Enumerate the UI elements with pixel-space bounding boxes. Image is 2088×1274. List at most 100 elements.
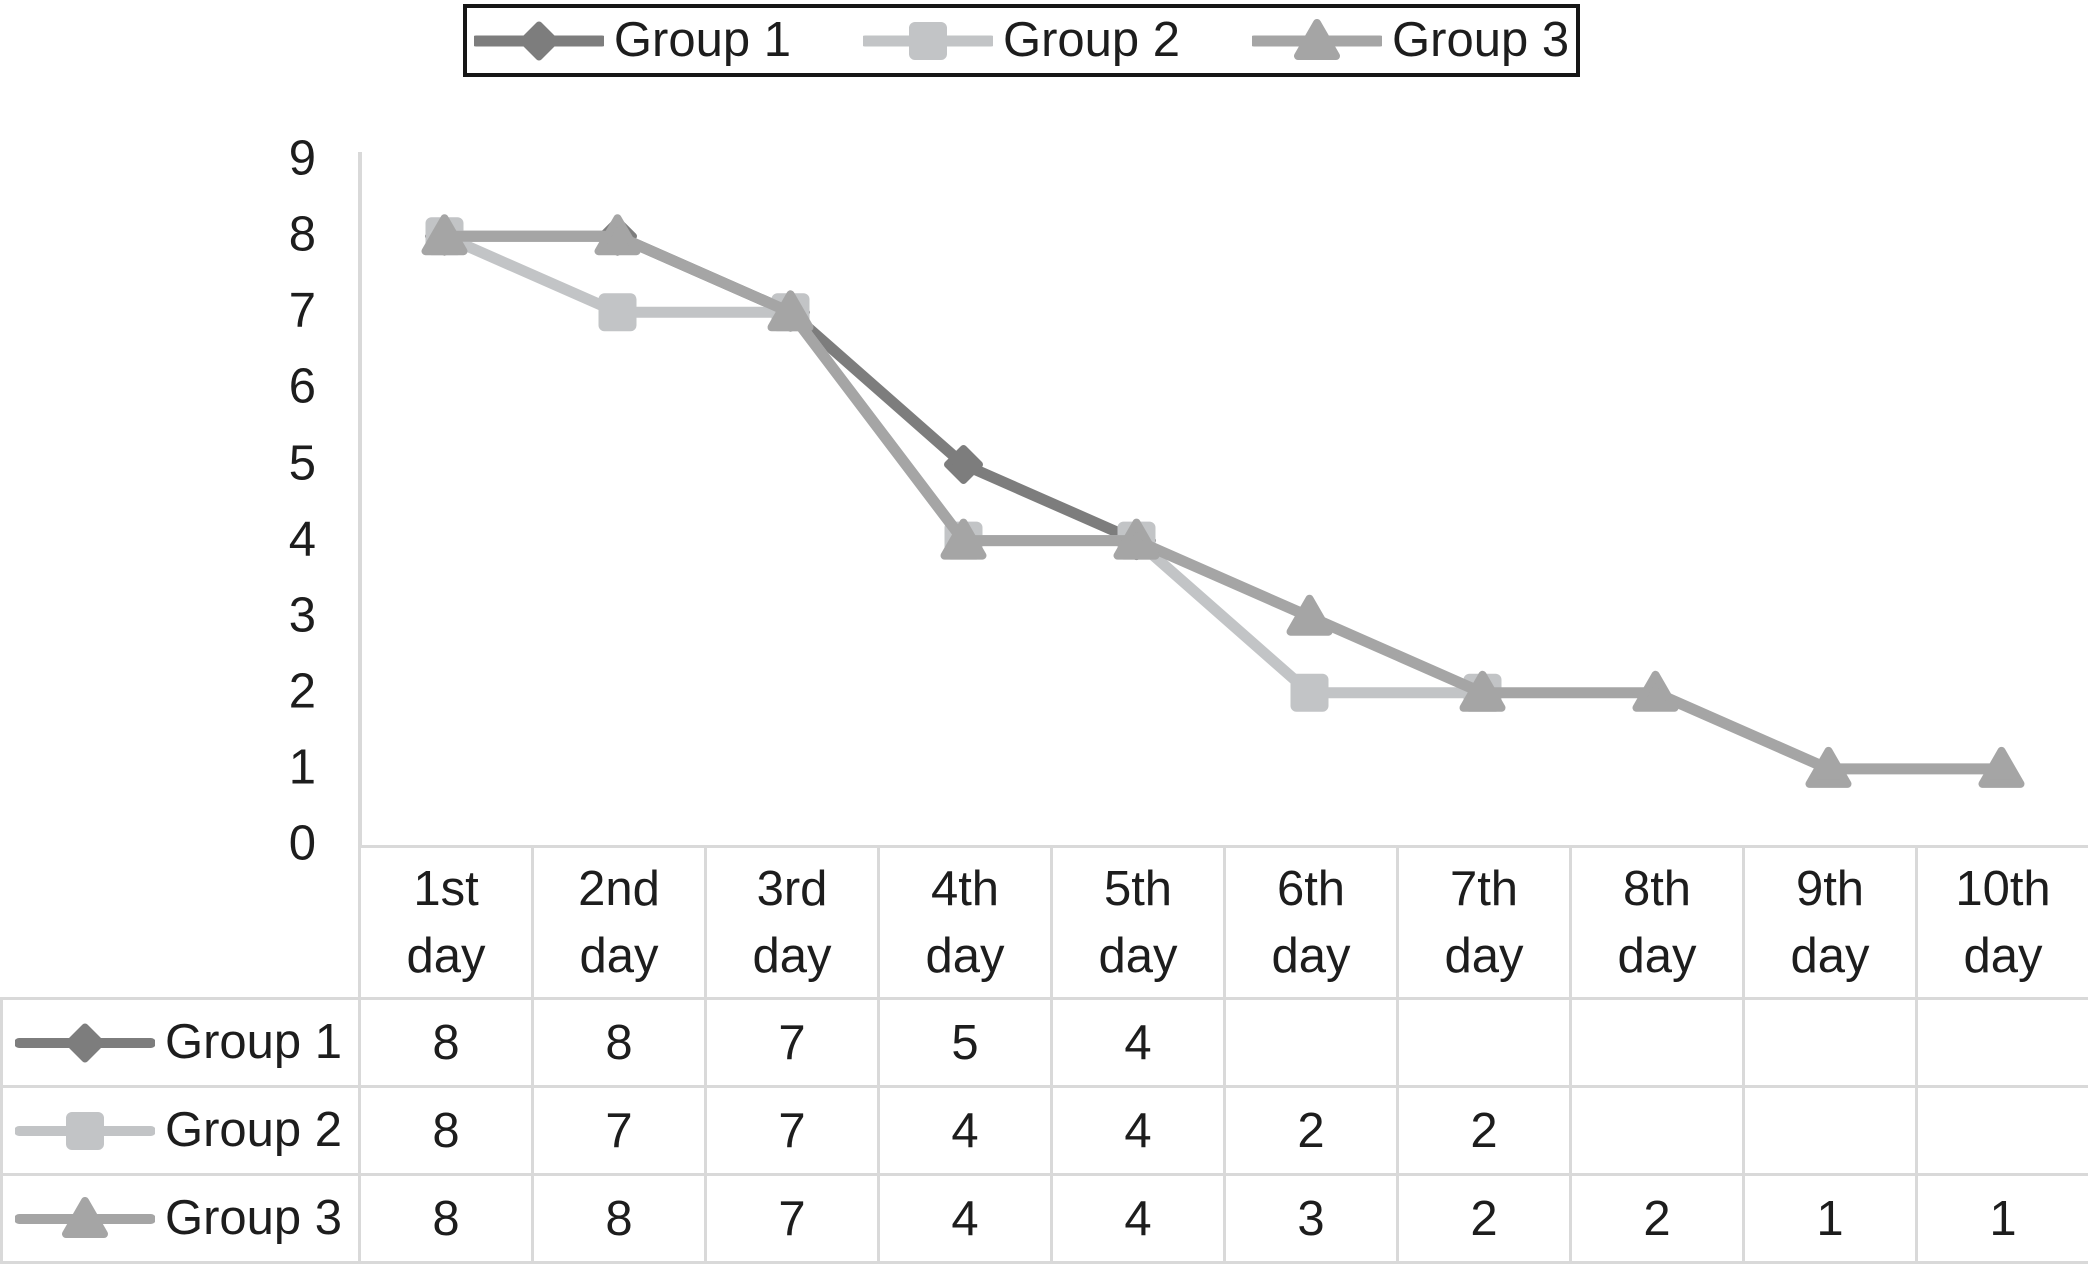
day-header-text: 9th xyxy=(1795,861,1865,916)
day-header-cell: 7th day xyxy=(1396,845,1572,1000)
day-header-text: 8th xyxy=(1622,861,1692,916)
series-label-cell: Group 3 xyxy=(0,1173,361,1264)
value-cell: 4 xyxy=(877,1173,1053,1264)
series-label-cell: Group 2 xyxy=(0,1085,361,1176)
table-corner-cell xyxy=(2,847,360,999)
day-header-cell: 4th day xyxy=(877,845,1053,1000)
y-tick-label-2: 2 xyxy=(288,664,316,719)
series-label-cell: Group 1 xyxy=(0,997,361,1088)
legend-label-group-2: Group 2 xyxy=(1002,13,1181,67)
legend-item-group-2: Group 2 xyxy=(862,13,1181,67)
group-3-triangle-marker xyxy=(767,290,814,332)
day-header-text: day xyxy=(1963,928,2043,983)
legend: Group 1 Group 2 Group 3 xyxy=(463,4,1580,77)
y-tick-label-4: 4 xyxy=(288,512,316,567)
value-cell: 4 xyxy=(1050,1085,1226,1176)
value-cell: 8 xyxy=(358,1085,534,1176)
group-3-triangle-marker xyxy=(594,214,641,256)
data-table: 1st day 2nd day 3rd day 4th day 5th day 6th day 7th d… xyxy=(0,845,2088,1264)
value-cell xyxy=(1742,997,1918,1088)
group-3-triangle-marker xyxy=(940,518,987,560)
value-cell xyxy=(1742,1085,1918,1176)
value-cell: 7 xyxy=(704,997,880,1088)
y-tick-label-0: 0 xyxy=(288,816,316,871)
group-3-triangle-marker xyxy=(1805,746,1852,788)
day-header-text: day xyxy=(406,928,486,983)
day-header-text: day xyxy=(925,928,1005,983)
y-tick-label-3: 3 xyxy=(288,588,316,643)
y-tick-label-8: 8 xyxy=(288,207,316,262)
legend-item-group-1: Group 1 xyxy=(473,13,791,67)
group-3-triangle-marker xyxy=(1632,670,1679,712)
legend-label-group-3: Group 3 xyxy=(1392,13,1570,67)
day-header-text: 10th xyxy=(1955,861,2051,916)
value-cell: 4 xyxy=(1050,997,1226,1088)
group-3-triangle-marker xyxy=(1459,670,1506,712)
value-cell: 8 xyxy=(358,1173,534,1264)
series-name: Group 2 xyxy=(165,1103,343,1157)
diamond-icon xyxy=(519,21,559,60)
value-cell: 5 xyxy=(877,997,1053,1088)
y-tick-label-9: 9 xyxy=(288,131,316,186)
group-3-triangle-marker xyxy=(421,214,468,256)
series-name: Group 3 xyxy=(165,1191,343,1245)
value-cell: 7 xyxy=(704,1173,880,1264)
day-header-text: 5th xyxy=(1103,861,1173,916)
day-header-cell: 1st day xyxy=(358,845,534,1000)
value-cell: 1 xyxy=(1915,1173,2088,1264)
group-2-square-line-icon xyxy=(862,21,993,60)
day-header-cell: 6th day xyxy=(1223,845,1399,1000)
group-2-square-line-icon xyxy=(15,1111,155,1150)
day-header-text: 2nd xyxy=(578,861,660,916)
day-header-text: 6th xyxy=(1276,861,1346,916)
value-cell xyxy=(1396,997,1572,1088)
value-cell: 7 xyxy=(531,1085,707,1176)
legend-label-group-1: Group 1 xyxy=(613,13,791,67)
day-header-text: day xyxy=(752,928,832,983)
diamond-icon xyxy=(65,1023,105,1062)
value-cell xyxy=(1569,1085,1745,1176)
group-3-triangle-line-icon xyxy=(15,1196,155,1238)
value-cell: 8 xyxy=(531,997,707,1088)
value-cell: 4 xyxy=(1050,1173,1226,1264)
y-tick-label-7: 7 xyxy=(288,283,316,338)
day-header-cell: 2nd day xyxy=(531,845,707,1000)
day-header-cell: 3rd day xyxy=(704,845,880,1000)
value-cell: 7 xyxy=(704,1085,880,1176)
day-header-text: 3rd xyxy=(756,861,828,916)
value-cell: 2 xyxy=(1396,1173,1572,1264)
square-icon xyxy=(908,21,947,60)
value-cell: 1 xyxy=(1742,1173,1918,1264)
value-cell: 2 xyxy=(1396,1085,1572,1176)
group-2-square-marker xyxy=(1290,673,1329,712)
value-cell: 2 xyxy=(1569,1173,1745,1264)
day-header-text: 1st xyxy=(413,861,479,916)
day-header-cell: 9th day xyxy=(1742,845,1918,1000)
group-3-triangle-line-icon xyxy=(1252,18,1383,60)
group-3-triangle-marker xyxy=(1113,518,1160,560)
day-header-text: 4th xyxy=(930,861,1000,916)
group-1-diamond-line-icon xyxy=(473,21,604,60)
value-cell: 4 xyxy=(877,1085,1053,1176)
value-cell: 8 xyxy=(531,1173,707,1264)
day-header-text: day xyxy=(1617,928,1697,983)
day-header-text: day xyxy=(1098,928,1178,983)
day-header-cell: 10th day xyxy=(1915,845,2088,1000)
group-2-square-marker xyxy=(598,293,637,332)
group-3-triangle-marker xyxy=(1286,594,1333,636)
value-cell xyxy=(1223,997,1399,1088)
day-header-text: day xyxy=(1444,928,1524,983)
series-line-group-3 xyxy=(439,230,2007,775)
day-header-text: 7th xyxy=(1449,861,1519,916)
series-name: Group 1 xyxy=(165,1015,343,1069)
day-header-text: day xyxy=(1271,928,1351,983)
triangle-icon xyxy=(1294,18,1341,60)
value-cell: 3 xyxy=(1223,1173,1399,1264)
day-header-cell: 5th day xyxy=(1050,845,1226,1000)
value-cell xyxy=(1915,997,2088,1088)
y-tick-label-6: 6 xyxy=(288,359,316,414)
group-1-diamond-line-icon xyxy=(15,1023,155,1062)
day-header-cell: 8th day xyxy=(1569,845,1745,1000)
